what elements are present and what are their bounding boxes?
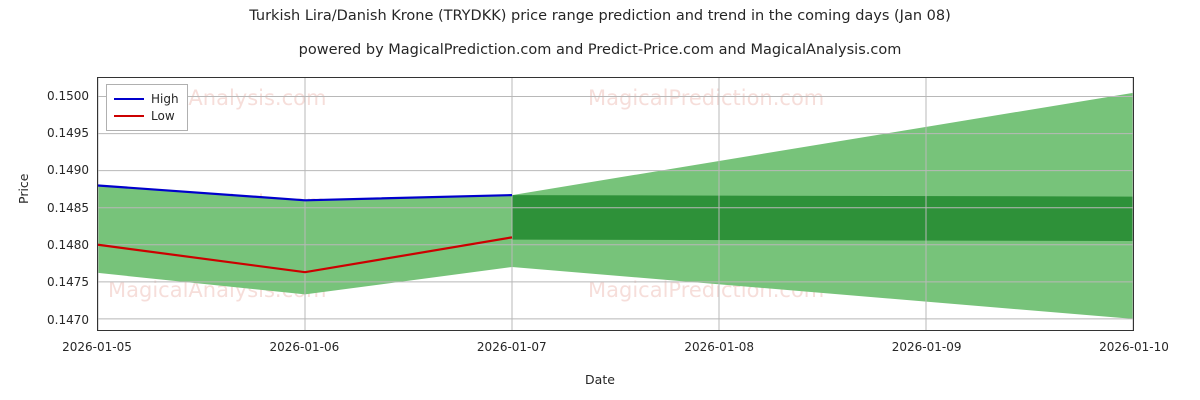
series-lines <box>98 185 512 272</box>
x-tick-label: 2026-01-05 <box>62 340 132 354</box>
series-line-low <box>98 237 512 272</box>
gridlines <box>98 78 1133 330</box>
legend-item-high: High <box>114 90 179 107</box>
y-tick-label: 0.1485 <box>47 200 89 215</box>
chart-canvas <box>98 78 1133 330</box>
chart-title: Turkish Lira/Danish Krone (TRYDKK) price… <box>249 8 951 24</box>
x-tick-label: 2026-01-08 <box>684 340 755 354</box>
inner-forecast-band <box>512 195 1133 242</box>
y-tick-label: 0.1475 <box>47 275 89 290</box>
legend-label-high: High <box>151 91 179 106</box>
y-tick-label: 0.1480 <box>47 238 89 253</box>
x-tick-label: 2026-01-10 <box>1099 340 1169 354</box>
y-tick-label: 0.1470 <box>47 312 89 327</box>
legend-swatch-high <box>114 97 144 100</box>
x-tick-label: 2026-01-06 <box>269 340 340 354</box>
x-axis-title: Date <box>585 372 615 387</box>
x-tick-label: 2026-01-07 <box>476 340 547 354</box>
y-tick-label: 0.1490 <box>47 163 89 178</box>
legend-item-low: Low <box>114 107 179 124</box>
legend-label-low: Low <box>151 108 175 123</box>
x-tick-label: 2026-01-09 <box>891 340 962 354</box>
y-axis-title: Price <box>16 173 31 205</box>
chart-subtitle: powered by MagicalPrediction.com and Pre… <box>298 42 902 58</box>
y-tick-label: 0.1495 <box>47 126 89 141</box>
legend: High Low <box>106 84 188 131</box>
legend-swatch-low <box>114 114 144 117</box>
series-line-high <box>98 185 512 200</box>
y-tick-label: 0.1500 <box>47 88 89 103</box>
